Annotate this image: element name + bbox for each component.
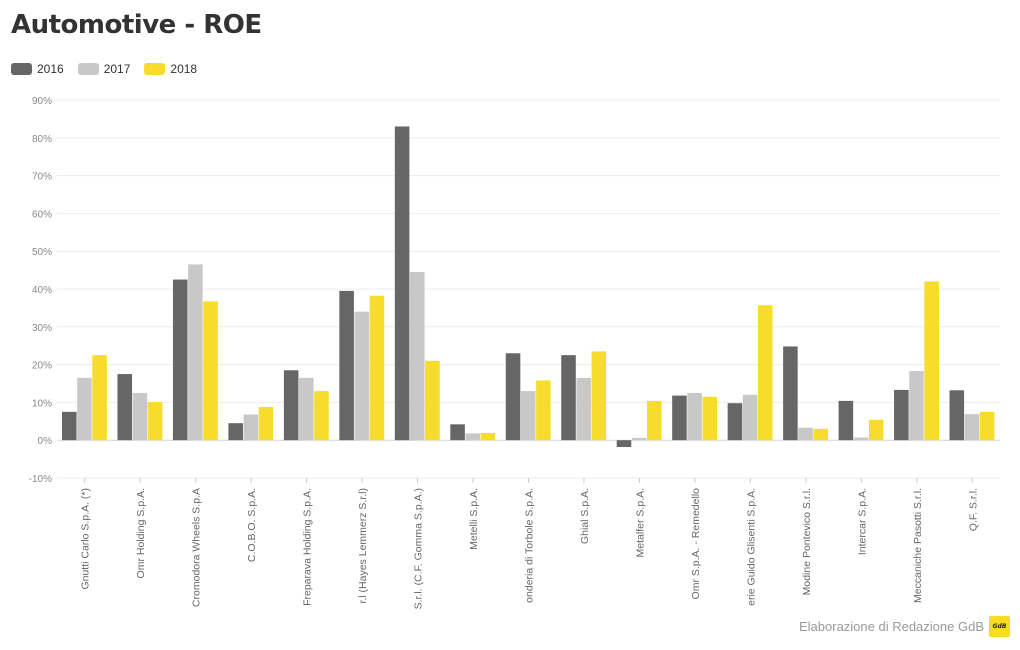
bar-2016 bbox=[561, 355, 576, 441]
y-tick-label: 40% bbox=[32, 285, 52, 296]
bar-2016 bbox=[616, 440, 632, 448]
bar-2018 bbox=[868, 419, 884, 441]
bar-2018 bbox=[92, 355, 107, 441]
bar-2016 bbox=[62, 411, 77, 441]
legend-swatch-2018 bbox=[144, 63, 166, 75]
legend: 2016 2017 2018 bbox=[11, 62, 211, 76]
gdb-logo: GdB bbox=[989, 616, 1010, 637]
bar-2017 bbox=[853, 437, 869, 441]
x-tick-label: Cromodora Wheels S.p.A bbox=[191, 488, 203, 607]
bar-2016 bbox=[228, 423, 243, 441]
x-tick-label: C.O.B.O. S.p.A. bbox=[246, 488, 258, 562]
legend-label-2016: 2016 bbox=[37, 62, 64, 76]
y-tick-label: -10% bbox=[29, 474, 52, 485]
legend-swatch-2017 bbox=[77, 63, 99, 75]
legend-label-2018: 2018 bbox=[170, 62, 198, 76]
bar-2016 bbox=[339, 290, 354, 441]
bar-2018 bbox=[813, 428, 828, 441]
x-tick-label: Modine Pontevico S.r.l. bbox=[801, 488, 813, 595]
x-tick-label: S.r.l. (C.F. Gomma S.p.A.) bbox=[413, 488, 425, 609]
bar-2018 bbox=[702, 396, 718, 441]
bar-2018 bbox=[258, 406, 274, 441]
x-tick-label: Omr Holding S.p.A. bbox=[135, 488, 147, 578]
bar-2017 bbox=[520, 391, 536, 441]
y-tick-label: 80% bbox=[32, 134, 52, 145]
bar-2016 bbox=[450, 424, 465, 441]
y-tick-label: 30% bbox=[32, 323, 52, 334]
y-tick-label: 50% bbox=[32, 247, 52, 258]
bar-2016 bbox=[727, 403, 743, 441]
y-tick-label: 10% bbox=[32, 398, 52, 409]
bar-2016 bbox=[117, 374, 133, 441]
bar-2018 bbox=[314, 391, 329, 441]
bar-2016 bbox=[283, 370, 299, 441]
legend-swatch-2016 bbox=[11, 63, 32, 75]
bar-2018 bbox=[924, 281, 939, 441]
bar-2017 bbox=[243, 414, 259, 441]
y-tick-label: 20% bbox=[32, 361, 52, 372]
x-tick-label: r.l (Hayes Lemmerz S.r.l) bbox=[357, 488, 369, 604]
x-tick-label: Ghial S.p.A. bbox=[579, 488, 591, 544]
legend-item-2018[interactable]: 2018 bbox=[144, 62, 197, 76]
x-tick-label: Q.F. S.r.l. bbox=[967, 488, 979, 531]
bar-2017 bbox=[742, 394, 758, 441]
bar-2016 bbox=[783, 346, 798, 441]
bar-2016 bbox=[838, 400, 854, 441]
bar-2017 bbox=[299, 377, 314, 441]
bar-2017 bbox=[631, 437, 647, 441]
bar-2017 bbox=[909, 371, 924, 441]
source-credit: Elaborazione di Redazione GdB bbox=[798, 619, 984, 634]
bar-2017 bbox=[77, 377, 92, 441]
bar-2018 bbox=[591, 351, 607, 441]
y-tick-label: 70% bbox=[32, 172, 52, 183]
bar-2018 bbox=[536, 380, 551, 441]
bar-2017 bbox=[354, 311, 370, 441]
legend-item-2017[interactable]: 2017 bbox=[77, 62, 131, 76]
bar-2018 bbox=[480, 433, 496, 441]
bar-2018 bbox=[369, 295, 385, 441]
bar-2016 bbox=[894, 389, 909, 441]
x-tick-label: Intercar S.p.A. bbox=[856, 488, 868, 555]
chart-title: Automotive - ROE bbox=[11, 10, 262, 40]
bar-2016 bbox=[505, 353, 521, 441]
x-tick-label: onderia di Torbole S.p.A. bbox=[524, 488, 536, 603]
bar-2016 bbox=[172, 279, 188, 441]
bar-2018 bbox=[647, 400, 662, 441]
x-tick-label: Metalfer S.p.A. bbox=[634, 488, 646, 557]
bar-2017 bbox=[465, 433, 481, 441]
x-tick-label: Gnutti Carlo S.p.A. (*) bbox=[80, 488, 92, 590]
x-tick-label: Meccaniche Pasotti S.r.l. bbox=[912, 488, 924, 603]
legend-label-2017: 2017 bbox=[103, 62, 131, 76]
x-tick-label: Freparava Holding S.p.A. bbox=[302, 488, 314, 606]
legend-item-2016[interactable]: 2016 bbox=[11, 62, 64, 76]
bar-2018 bbox=[203, 301, 218, 441]
bar-2017 bbox=[964, 414, 980, 441]
bar-2017 bbox=[687, 392, 702, 441]
bar-2017 bbox=[132, 392, 148, 441]
bar-2016 bbox=[672, 395, 687, 441]
bar-2017 bbox=[798, 427, 813, 441]
x-tick-label: erie Guido Glisenti S.p.A. bbox=[745, 488, 757, 606]
bar-2016 bbox=[949, 390, 965, 441]
bar-2018 bbox=[757, 305, 773, 441]
x-tick-label: Metelli S.p.A. bbox=[468, 488, 480, 550]
bar-2017 bbox=[188, 264, 203, 441]
y-tick-label: 60% bbox=[32, 209, 52, 220]
y-tick-label: 90% bbox=[32, 96, 52, 107]
y-tick-label: 0% bbox=[38, 436, 53, 447]
bar-2018 bbox=[147, 402, 163, 441]
bar-2018 bbox=[425, 360, 440, 441]
bar-2017 bbox=[576, 377, 591, 441]
bar-2016 bbox=[394, 126, 410, 441]
bar-2017 bbox=[409, 271, 425, 441]
x-tick-label: Omr S.p.A. - Remedello bbox=[690, 488, 702, 600]
bar-2018 bbox=[979, 411, 995, 441]
